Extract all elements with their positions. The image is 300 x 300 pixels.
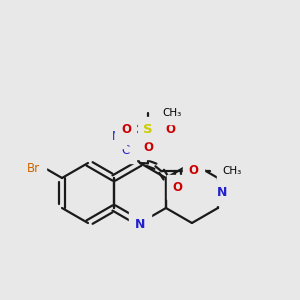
Text: O: O xyxy=(189,164,199,177)
Text: N: N xyxy=(217,187,227,200)
Text: N: N xyxy=(112,130,121,143)
Text: O: O xyxy=(121,123,131,136)
Text: O: O xyxy=(143,141,153,154)
Text: C: C xyxy=(122,145,130,158)
Text: CH₃: CH₃ xyxy=(223,166,242,176)
Text: Br: Br xyxy=(27,163,40,176)
Text: O: O xyxy=(172,181,183,194)
Text: N: N xyxy=(135,218,145,230)
Text: CH₃: CH₃ xyxy=(162,108,181,118)
Text: O: O xyxy=(165,123,175,136)
Text: S: S xyxy=(143,123,153,136)
